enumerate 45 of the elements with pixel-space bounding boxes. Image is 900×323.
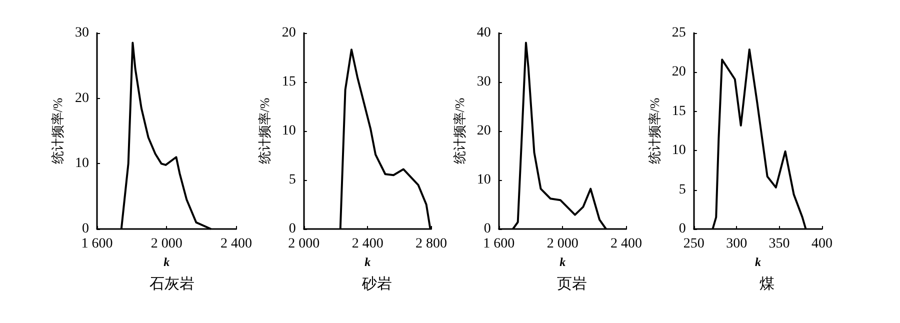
- x-tick-label: 2 000: [546, 236, 578, 252]
- y-tick-label: 10: [672, 143, 686, 158]
- y-tick-label: 20: [476, 124, 491, 138]
- y-tick-label: 0: [484, 222, 491, 236]
- x-tick-label: 2 400: [352, 236, 384, 252]
- y-tick-label: 30: [75, 26, 89, 40]
- x-axis-title: k: [754, 254, 761, 269]
- x-tick-label: 1 600: [483, 236, 515, 252]
- y-tick-label: 40: [476, 26, 491, 40]
- y-axis-title: 统计频率/%: [452, 98, 467, 164]
- y-tick-label: 20: [75, 90, 89, 106]
- y-tick-label: 15: [282, 74, 296, 90]
- x-tick-label: 2 000: [150, 236, 182, 252]
- y-axis-title: 统计频率/%: [50, 98, 66, 164]
- y-tick-label: 0: [288, 222, 296, 236]
- x-tick-label: 2 400: [220, 236, 252, 252]
- text: 页岩: [557, 276, 587, 292]
- y-axis-title: 统计频率/%: [257, 98, 272, 164]
- x-tick-label: 300: [726, 236, 748, 252]
- x-axis-title: k: [364, 254, 371, 269]
- y-tick-label: 20: [672, 64, 686, 80]
- x-axis-title: k: [164, 254, 170, 269]
- y-tick-label: 10: [476, 172, 491, 188]
- x-tick-label: 350: [768, 236, 790, 252]
- text: 石灰岩: [150, 276, 194, 292]
- x-tick-label: 2 800: [416, 236, 447, 252]
- text: 煤: [760, 276, 774, 292]
- y-tick-label: 0: [678, 222, 686, 236]
- x-tick-label: 2 400: [610, 236, 642, 252]
- y-tick-label: 10: [282, 124, 296, 138]
- x-tick-label: 1 600: [81, 236, 113, 252]
- y-tick-label: 30: [476, 74, 491, 90]
- y-axis-title: 统计频率/%: [647, 98, 662, 164]
- y-tick-label: 15: [672, 104, 686, 119]
- text: 砂岩: [361, 276, 392, 292]
- x-tick-label: 250: [683, 236, 704, 252]
- y-tick-label: 0: [82, 222, 89, 236]
- x-axis-title: k: [560, 254, 566, 269]
- y-tick-label: 5: [288, 172, 296, 188]
- x-tick-label: 400: [812, 236, 832, 252]
- y-tick-label: 10: [75, 156, 89, 172]
- y-tick-label: 25: [672, 26, 686, 40]
- y-tick-label: 5: [678, 182, 686, 198]
- y-tick-label: 20: [282, 26, 296, 40]
- x-tick-label: 2 000: [288, 236, 320, 252]
